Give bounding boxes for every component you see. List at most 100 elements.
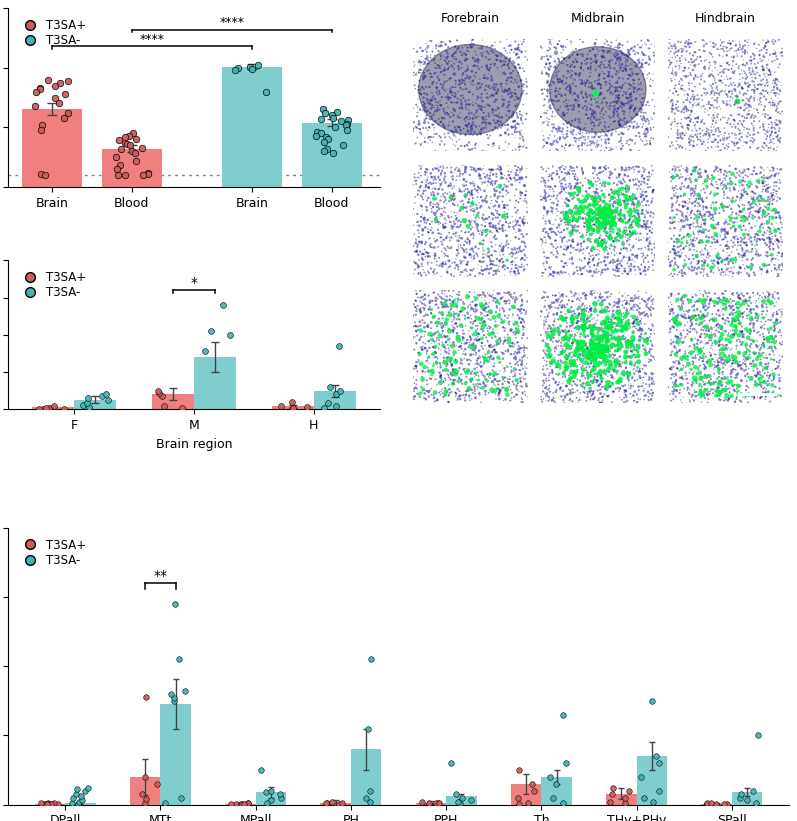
Point [438, 103, 450, 116]
Point [743, 92, 756, 105]
Point [541, 76, 554, 89]
Point [713, 335, 725, 348]
Point [460, 242, 473, 255]
Point [587, 223, 599, 236]
Point [609, 249, 622, 262]
Point [495, 171, 508, 184]
Point [416, 44, 429, 57]
Point [614, 373, 626, 386]
Point [687, 356, 700, 369]
Point [685, 37, 697, 50]
Point [438, 61, 451, 74]
Point [493, 287, 506, 300]
Point [677, 259, 690, 273]
Point [514, 128, 527, 141]
Point [752, 378, 765, 391]
Point [591, 327, 604, 340]
Point [506, 250, 519, 264]
Point [760, 348, 772, 361]
Point [598, 125, 611, 138]
Point [413, 185, 426, 198]
Point [707, 314, 720, 327]
Point [609, 94, 622, 108]
Point [505, 246, 518, 259]
Point [673, 54, 686, 67]
Point [469, 213, 482, 227]
Point [461, 186, 474, 200]
Point [512, 303, 524, 316]
Point [720, 376, 732, 389]
Point [606, 191, 618, 204]
Point [455, 140, 468, 153]
Point [707, 295, 720, 308]
Point [680, 360, 693, 374]
Point [460, 258, 473, 271]
Point [436, 260, 449, 273]
Point [418, 298, 430, 311]
Point [443, 294, 456, 307]
Point [556, 78, 569, 91]
Point [754, 378, 767, 391]
Point [712, 256, 724, 269]
Point [461, 41, 474, 54]
Point [416, 190, 429, 204]
Point [591, 259, 604, 272]
Point [553, 82, 566, 95]
Point [764, 111, 777, 124]
Point [617, 99, 630, 112]
Point [418, 117, 430, 130]
Point [420, 92, 433, 105]
Point [772, 182, 785, 195]
Point [733, 355, 746, 369]
Point [617, 172, 630, 186]
Point [463, 324, 476, 337]
Point [687, 310, 700, 323]
Point [645, 366, 658, 379]
Point [460, 336, 473, 349]
Point [482, 108, 495, 122]
Point [438, 205, 450, 218]
Point [493, 163, 506, 177]
Point [724, 37, 737, 50]
Point [444, 297, 457, 310]
Point [461, 112, 474, 126]
Point [734, 335, 747, 348]
Point [437, 364, 450, 377]
Point [555, 310, 567, 323]
Point [599, 365, 611, 378]
Point [715, 177, 728, 190]
Point [518, 139, 531, 152]
Point [729, 83, 742, 96]
Point [699, 242, 712, 255]
Point [713, 339, 725, 352]
Point [436, 287, 449, 300]
Point [681, 291, 694, 305]
Point [679, 52, 692, 65]
Point [126, 144, 139, 158]
Point [510, 206, 523, 219]
Point [550, 250, 563, 264]
Point [571, 264, 583, 277]
Point [604, 208, 617, 221]
Point [484, 172, 497, 186]
Point [459, 236, 472, 249]
Point [538, 354, 551, 367]
Point [591, 215, 604, 228]
Point [455, 319, 468, 332]
Point [676, 141, 689, 154]
Point [462, 358, 475, 371]
Point [766, 121, 779, 134]
Point [645, 393, 658, 406]
Point [428, 121, 441, 134]
Point [473, 365, 486, 378]
Point [757, 177, 770, 190]
Point [536, 124, 548, 137]
Point [757, 311, 770, 324]
Point [414, 169, 427, 182]
Point [500, 184, 512, 197]
Point [578, 326, 591, 339]
Point [678, 219, 691, 232]
Point [742, 131, 755, 144]
Point [665, 346, 677, 359]
Point [726, 109, 739, 122]
